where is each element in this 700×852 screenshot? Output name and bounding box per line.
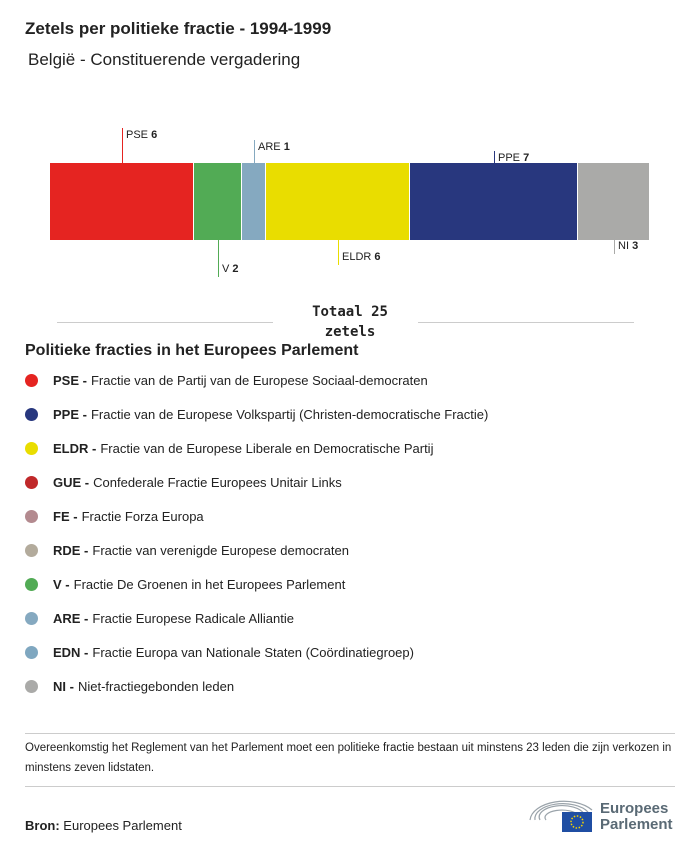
segment-value: 1 bbox=[283, 141, 290, 153]
legend-dot bbox=[25, 510, 38, 523]
segment-value: 2 bbox=[232, 263, 239, 275]
legend-item: ARE - Fractie Europese Radicale Alliantie bbox=[25, 611, 294, 626]
bar-segment-ppe bbox=[410, 163, 577, 240]
legend-abbr: NI - bbox=[53, 679, 74, 694]
label-leader-line bbox=[254, 140, 255, 163]
label-leader-line bbox=[218, 240, 219, 277]
segment-value: 6 bbox=[374, 251, 381, 263]
legend-text: Fractie van verenigde Europese democrate… bbox=[92, 543, 349, 558]
legend-dot bbox=[25, 646, 38, 659]
legend-item: PSE - Fractie van de Partij van de Europe… bbox=[25, 373, 428, 388]
bar-segment-ni bbox=[578, 163, 649, 240]
legend-dot bbox=[25, 612, 38, 625]
segment-label: PSE 6 bbox=[126, 129, 157, 141]
legend-text: Fractie van de Europese Liberale en Demo… bbox=[100, 441, 434, 456]
hemicycle-logo-icon bbox=[529, 800, 593, 832]
segment-name: ARE bbox=[258, 141, 281, 153]
legend-abbr: ELDR - bbox=[53, 441, 97, 456]
divider bbox=[25, 733, 675, 734]
segment-name: NI bbox=[618, 240, 629, 252]
legend-text: Niet-fractiegebonden leden bbox=[77, 679, 235, 694]
seat-chart: PSE 6 V 2 ARE 1 ELDR 6 PPE 7 NI 3 bbox=[0, 0, 700, 300]
legend-item: NI - Niet-fractiegebonden leden bbox=[25, 679, 234, 694]
legend-text: Fractie Europese Radicale Alliantie bbox=[92, 611, 294, 626]
source: Bron: Europees Parlement bbox=[25, 818, 182, 833]
segment-value: 3 bbox=[632, 240, 639, 252]
legend-dot bbox=[25, 408, 38, 421]
label-leader-line bbox=[614, 240, 615, 254]
divider bbox=[57, 322, 273, 323]
legend-text: Confederale Fractie Europees Unitair Lin… bbox=[93, 475, 342, 490]
divider bbox=[25, 786, 675, 787]
legend-abbr: PPE - bbox=[53, 407, 87, 422]
legend-item: GUE - Confederale Fractie Europees Unitai… bbox=[25, 475, 342, 490]
total-seats-label: Totaal 25 zetels bbox=[312, 304, 388, 340]
legend-abbr: FE - bbox=[53, 509, 78, 524]
source-value: Europees Parlement bbox=[63, 818, 182, 833]
legend-abbr: V - bbox=[53, 577, 70, 592]
divider bbox=[418, 322, 634, 323]
logo-line1: Europees bbox=[600, 800, 669, 817]
legend-item: ELDR - Fractie van de Europese Liberale e… bbox=[25, 441, 433, 456]
bar-segment-pse bbox=[50, 163, 193, 240]
legend-abbr: EDN - bbox=[53, 645, 89, 660]
legend-abbr: ARE - bbox=[53, 611, 89, 626]
legend-item: FE - Fractie Forza Europa bbox=[25, 509, 204, 524]
label-leader-line bbox=[494, 151, 495, 163]
segment-name: PPE bbox=[498, 152, 521, 164]
segment-label: NI 3 bbox=[618, 240, 638, 252]
label-leader-line bbox=[338, 240, 339, 265]
segment-label: ELDR 6 bbox=[342, 251, 381, 263]
legend-text: Fractie van de Europese Volkspartij (Chr… bbox=[90, 407, 489, 422]
segment-name: PSE bbox=[126, 129, 149, 141]
legend-item: V - Fractie De Groenen in het Europees Pa… bbox=[25, 577, 345, 592]
source-label: Bron: bbox=[25, 818, 60, 833]
legend-text: Fractie van de Partij van de Europese So… bbox=[90, 373, 428, 388]
legend-dot bbox=[25, 680, 38, 693]
legend-title: Politieke fracties in het Europees Parle… bbox=[25, 342, 359, 359]
legend-abbr: RDE - bbox=[53, 543, 89, 558]
logo-text: Europees Parlement bbox=[600, 801, 673, 833]
segment-name: ELDR bbox=[342, 251, 372, 263]
bar-segment-eldr bbox=[266, 163, 409, 240]
page-subtitle: België - Constituerende vergadering bbox=[28, 50, 301, 69]
legend-text: Fractie De Groenen in het Europees Parle… bbox=[73, 577, 346, 592]
footnote: Overeenkomstig het Reglement van het Par… bbox=[25, 742, 672, 774]
legend-dot bbox=[25, 442, 38, 455]
label-leader-line bbox=[122, 128, 123, 163]
legend-item: PPE - Fractie van de Europese Volkspartij… bbox=[25, 407, 488, 422]
legend-dot bbox=[25, 544, 38, 557]
segment-label: ARE 1 bbox=[258, 141, 290, 153]
legend-abbr: PSE - bbox=[53, 373, 87, 388]
segment-label: V 2 bbox=[222, 263, 239, 275]
segment-label: PPE 7 bbox=[498, 152, 529, 164]
page-title: Zetels per politieke fractie - 1994-1999 bbox=[25, 19, 332, 38]
legend-abbr: GUE - bbox=[53, 475, 90, 490]
bar-segment-are bbox=[242, 163, 265, 240]
legend-dot bbox=[25, 578, 38, 591]
legend-dot bbox=[25, 374, 38, 387]
legend-dot bbox=[25, 476, 38, 489]
segment-value: 7 bbox=[523, 152, 530, 164]
legend-item: EDN - Fractie Europa van Nationale Staten… bbox=[25, 645, 414, 660]
logo-line2: Parlement bbox=[600, 816, 673, 833]
legend-item: RDE - Fractie van verenigde Europese demo… bbox=[25, 543, 349, 558]
segment-name: V bbox=[222, 263, 230, 275]
legend-text: Fractie Europa van Nationale Staten (Coö… bbox=[92, 645, 414, 660]
bar-segment-v bbox=[194, 163, 241, 240]
legend-text: Fractie Forza Europa bbox=[81, 509, 204, 524]
segment-value: 6 bbox=[151, 129, 158, 141]
